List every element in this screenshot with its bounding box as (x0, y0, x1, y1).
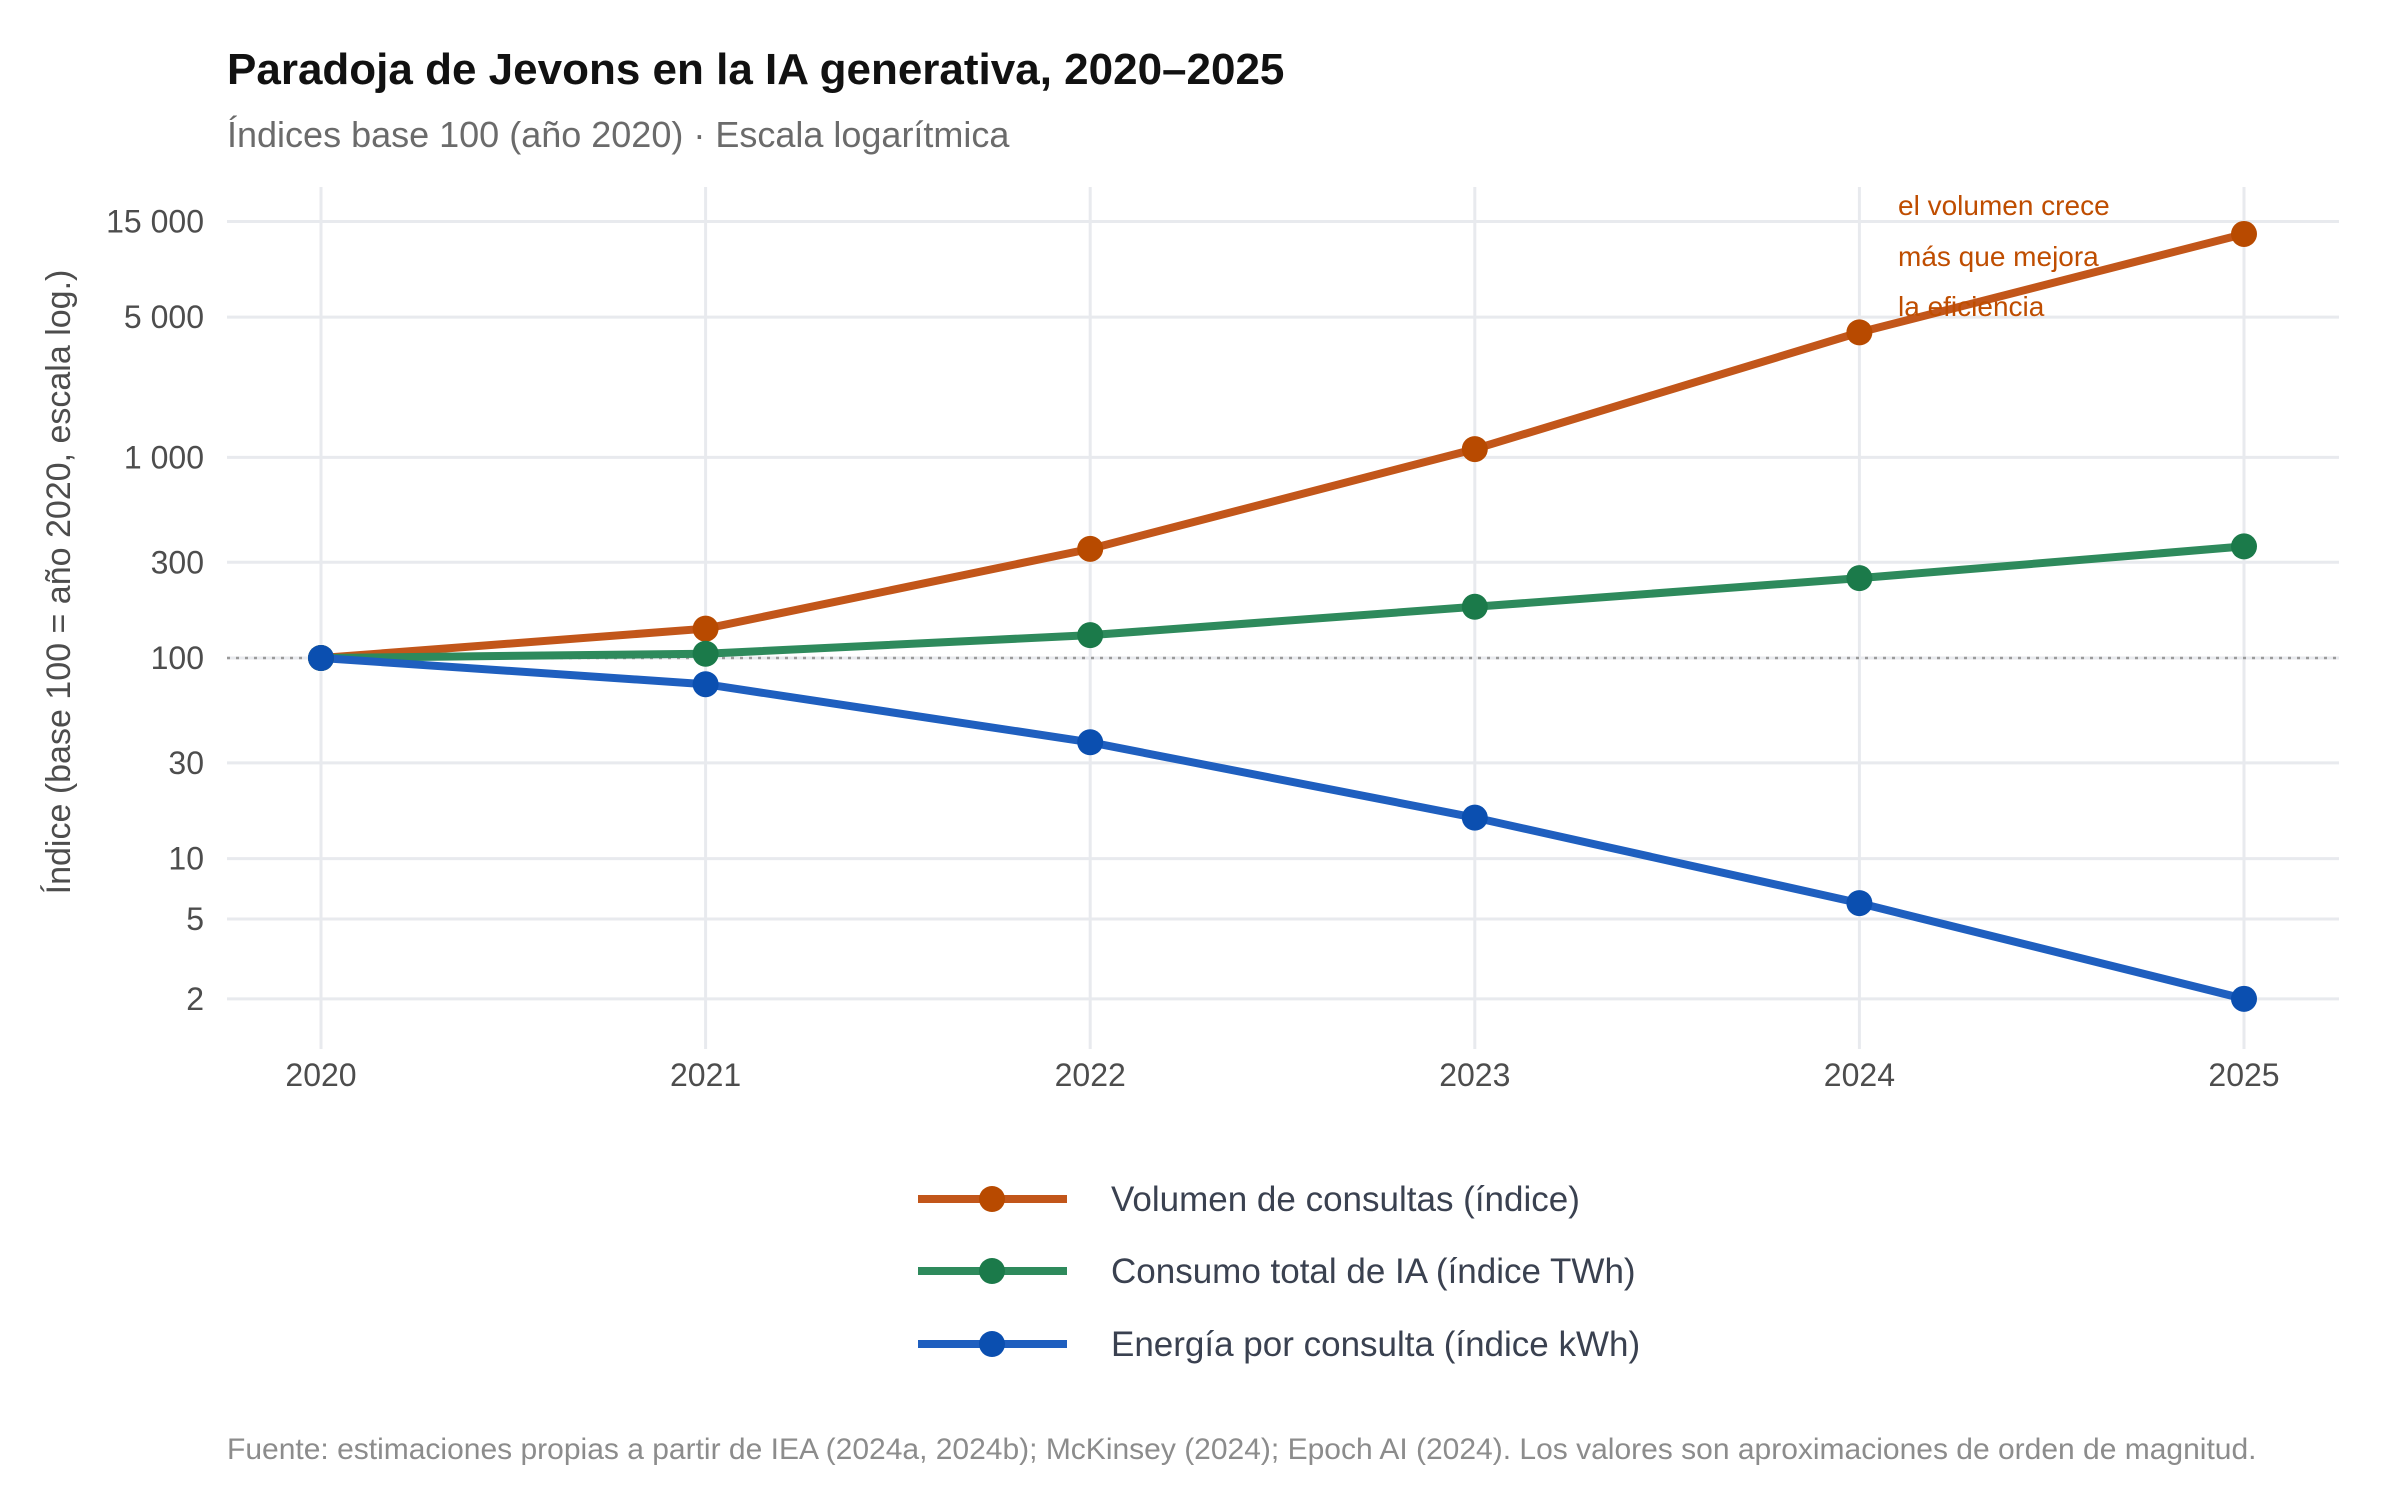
annotation-line: la eficiencia (1898, 291, 2045, 322)
legend-point-icon (979, 1258, 1005, 1284)
legend-label: Consumo total de IA (índice TWh) (1111, 1252, 1636, 1291)
y-axis-label: Índice (base 100 = año 2020, escala log.… (40, 270, 78, 895)
caption: Fuente: estimaciones propias a partir de… (227, 1433, 2257, 1466)
data-point (1077, 622, 1104, 649)
y-tick-label: 5 000 (124, 299, 204, 335)
x-tick-label: 2022 (1055, 1057, 1126, 1093)
x-tick-label: 2023 (1439, 1057, 1510, 1093)
legend-item: Energía por consulta (índice kWh) (918, 1325, 1640, 1364)
chart-subtitle: Índices base 100 (año 2020) · Escala log… (227, 114, 1010, 155)
data-point (692, 671, 719, 698)
legend-item: Consumo total de IA (índice TWh) (918, 1252, 1636, 1291)
annotation-line: más que mejora (1898, 241, 2099, 272)
data-point (2231, 985, 2257, 1012)
legend-label: Volumen de consultas (índice) (1111, 1180, 1580, 1219)
data-point (1077, 535, 1104, 562)
data-point (308, 645, 334, 671)
y-tick-label: 2 (186, 981, 204, 1017)
data-point (2231, 533, 2257, 560)
legend-item: Volumen de consultas (índice) (918, 1180, 1580, 1219)
y-tick-label: 100 (151, 640, 204, 676)
data-point (1461, 593, 1488, 620)
legend-point-icon (979, 1331, 1005, 1357)
x-tick-label: 2024 (1824, 1057, 1895, 1093)
data-point (2231, 220, 2257, 247)
data-point (1461, 804, 1488, 831)
x-tick-label: 2021 (670, 1057, 741, 1093)
x-tick-label: 2020 (285, 1057, 356, 1093)
data-point (1077, 729, 1104, 756)
series (320, 654, 2245, 1003)
data-point (692, 640, 719, 667)
y-tick-label: 15 000 (106, 203, 204, 239)
legend-label: Energía por consulta (índice kWh) (1111, 1325, 1640, 1364)
data-point (1846, 890, 1873, 917)
y-tick-label: 1 000 (124, 439, 204, 475)
legend: Volumen de consultas (índice) Consumo tot… (918, 1180, 1640, 1364)
series (320, 542, 2245, 662)
data-point (1846, 319, 1873, 346)
series-layer (308, 220, 2257, 1012)
y-tick-label: 5 (186, 901, 204, 937)
y-tick-label: 30 (168, 745, 204, 781)
legend-point-icon (979, 1186, 1005, 1212)
annotation-line: el volumen crece (1898, 190, 2110, 221)
data-point (1461, 436, 1488, 463)
annotation: el volumen crece más que mejora la efici… (1898, 190, 2110, 322)
y-tick-label: 10 (168, 841, 204, 877)
chart-title: Paradoja de Jevons en la IA generativa, … (227, 45, 1284, 94)
series-line (320, 542, 2245, 662)
x-tick-label: 2025 (2208, 1057, 2279, 1093)
data-point (692, 615, 719, 642)
y-axis-ticks: 2 5 10 30 100 300 1 000 5 000 15 000 (106, 203, 204, 1016)
data-point (1846, 565, 1873, 592)
series-line (320, 654, 2245, 1003)
y-tick-label: 300 (151, 544, 204, 580)
x-axis-ticks: 2020 2021 2022 2023 2024 2025 (285, 1057, 2279, 1093)
series (320, 230, 2245, 662)
series-line (320, 230, 2245, 662)
